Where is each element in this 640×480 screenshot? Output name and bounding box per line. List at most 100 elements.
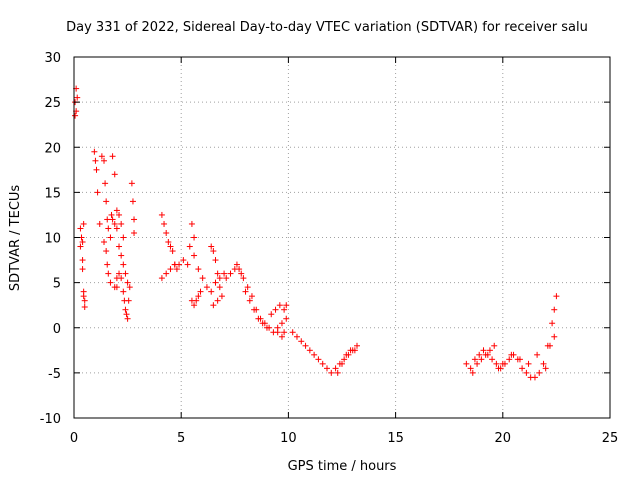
data-point (474, 360, 481, 367)
data-point (491, 342, 498, 349)
data-point (195, 293, 202, 300)
data-point (96, 220, 103, 227)
data-point (493, 360, 500, 367)
data-point (315, 356, 322, 363)
data-point (467, 365, 474, 372)
x-tick-label: 25 (602, 431, 619, 446)
data-point (191, 234, 198, 241)
data-point (101, 239, 108, 246)
x-tick-label: 0 (70, 431, 78, 446)
data-point (167, 243, 174, 250)
data-point (197, 288, 204, 295)
data-point (165, 239, 172, 246)
y-tick-label: 25 (44, 96, 61, 111)
data-point (536, 369, 543, 376)
data-point (283, 302, 290, 309)
data-point (105, 270, 112, 277)
data-point (482, 351, 489, 358)
data-point (506, 356, 513, 363)
data-point (489, 356, 496, 363)
data-point (246, 297, 253, 304)
data-point (109, 216, 116, 223)
data-point (319, 360, 326, 367)
data-point (223, 275, 230, 282)
data-point (158, 211, 165, 218)
y-tick-label: 0 (53, 322, 61, 337)
data-point (91, 148, 98, 155)
data-point (199, 275, 206, 282)
data-point (103, 198, 110, 205)
data-point (118, 252, 125, 259)
data-point (328, 369, 335, 376)
data-point (212, 257, 219, 264)
data-point (549, 320, 556, 327)
data-point (180, 257, 187, 264)
data-point (92, 157, 99, 164)
data-point (531, 374, 538, 381)
data-point (306, 347, 313, 354)
data-point (125, 297, 132, 304)
y-tick-label: 5 (53, 277, 61, 292)
data-point (255, 315, 262, 322)
data-point (191, 302, 198, 309)
data-point (339, 360, 345, 367)
data-point (116, 270, 123, 277)
data-point (534, 351, 541, 358)
data-point (193, 297, 200, 304)
chart-title: Day 331 of 2022, Sidereal Day-to-day VTE… (66, 20, 588, 35)
data-point (302, 342, 309, 349)
data-point (98, 153, 105, 160)
data-point (169, 248, 176, 255)
data-point (238, 270, 245, 277)
data-point (546, 342, 553, 349)
data-point (332, 365, 339, 372)
data-point (101, 157, 108, 164)
data-point (77, 225, 84, 232)
data-point (236, 266, 243, 273)
data-point (341, 356, 348, 363)
data-point (111, 220, 118, 227)
data-point (107, 279, 114, 286)
data-point (278, 333, 285, 340)
data-point (105, 225, 112, 232)
data-point (113, 225, 120, 232)
data-point (123, 311, 130, 318)
data-point (551, 333, 558, 340)
data-point (214, 270, 221, 277)
data-point (486, 347, 493, 354)
data-point (242, 288, 249, 295)
data-point (471, 356, 478, 363)
data-point (167, 266, 174, 273)
data-point (80, 293, 87, 300)
data-point (81, 303, 88, 310)
data-point (221, 270, 228, 277)
data-point (126, 284, 133, 291)
data-point (334, 369, 341, 376)
data-point (542, 365, 549, 372)
data-point (129, 198, 136, 205)
data-point (272, 306, 279, 313)
data-point (354, 342, 361, 349)
data-point (293, 333, 300, 340)
data-point (478, 356, 485, 363)
data-point (551, 306, 558, 313)
data-point (323, 365, 330, 372)
data-point (251, 306, 258, 313)
data-point (163, 229, 170, 236)
data-point (259, 320, 266, 327)
data-point (233, 261, 240, 268)
data-point (240, 275, 247, 282)
data-point (120, 261, 127, 268)
data-point (74, 94, 81, 101)
data-point (214, 297, 221, 304)
data-point (120, 234, 127, 241)
data-point (278, 320, 285, 327)
data-point (244, 284, 251, 291)
data-point (107, 234, 114, 241)
data-point (476, 351, 483, 358)
data-point (113, 207, 120, 214)
data-point (343, 351, 350, 358)
data-point (216, 284, 223, 291)
data-point (195, 266, 202, 273)
